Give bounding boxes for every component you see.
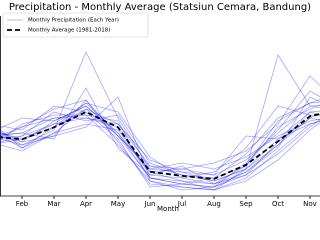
x-tick-label: May xyxy=(111,200,125,208)
year-line xyxy=(0,110,320,191)
year-line xyxy=(0,105,320,188)
year-line xyxy=(0,101,320,179)
year-line xyxy=(0,105,320,176)
year-line xyxy=(0,122,320,191)
year-line xyxy=(0,108,320,182)
x-tick-label: Sep xyxy=(239,200,253,208)
x-tick-label: Feb xyxy=(16,200,29,208)
x-tick-label: Apr xyxy=(80,200,92,208)
legend-label: Monthly Precipitation (Each Year) xyxy=(28,18,119,24)
average-line xyxy=(0,111,320,180)
chart-title: Precipitation - Monthly Average (Statsiu… xyxy=(9,2,311,13)
x-axis-label: Month xyxy=(157,205,179,213)
x-tick-label: Nov xyxy=(303,200,317,208)
year-line xyxy=(0,90,320,191)
year-line xyxy=(0,99,320,191)
year-line xyxy=(0,98,320,185)
x-tick-label: Jun xyxy=(144,200,156,208)
x-tick-label: Jul xyxy=(177,200,187,208)
year-line xyxy=(0,51,320,170)
x-tick-label: Mar xyxy=(47,200,60,208)
year-line xyxy=(0,96,320,185)
x-tick-label: Oct xyxy=(272,200,284,208)
year-line xyxy=(0,102,320,179)
x-tick-label: Aug xyxy=(207,200,221,208)
chart: Precipitation - Monthly Average (Statsiu… xyxy=(0,2,320,213)
year-line xyxy=(0,87,320,185)
year-line xyxy=(0,108,320,176)
year-line xyxy=(0,54,320,182)
year-line xyxy=(0,104,320,188)
legend-label: Monthly Average (1981-2018) xyxy=(28,28,110,34)
legend-box xyxy=(2,12,149,38)
